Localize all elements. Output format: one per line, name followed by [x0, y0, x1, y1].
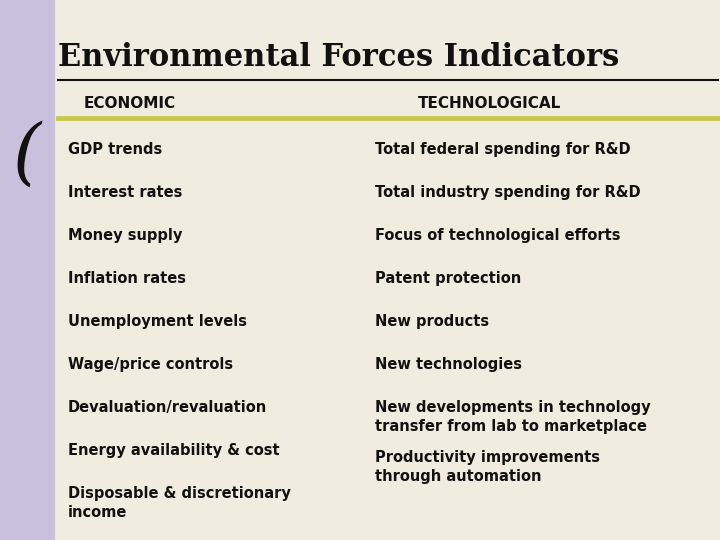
- Text: Wage/price controls: Wage/price controls: [68, 357, 233, 372]
- Text: GDP trends: GDP trends: [68, 142, 162, 157]
- Text: Devaluation/revaluation: Devaluation/revaluation: [68, 400, 267, 415]
- Text: Unemployment levels: Unemployment levels: [68, 314, 247, 329]
- Text: Productivity improvements
through automation: Productivity improvements through automa…: [375, 450, 600, 484]
- Text: Total industry spending for R&D: Total industry spending for R&D: [375, 185, 641, 200]
- Text: New technologies: New technologies: [375, 357, 522, 372]
- Text: Energy availability & cost: Energy availability & cost: [68, 443, 279, 458]
- Bar: [0, 0, 55, 540]
- Text: Environmental Forces Indicators: Environmental Forces Indicators: [58, 43, 619, 73]
- Text: ECONOMIC: ECONOMIC: [84, 96, 176, 111]
- Text: TECHNOLOGICAL: TECHNOLOGICAL: [418, 96, 562, 111]
- Text: Total federal spending for R&D: Total federal spending for R&D: [375, 142, 631, 157]
- Text: (: (: [13, 120, 41, 190]
- Text: Disposable & discretionary
income: Disposable & discretionary income: [68, 486, 291, 519]
- Text: Focus of technological efforts: Focus of technological efforts: [375, 228, 621, 243]
- Text: New developments in technology
transfer from lab to marketplace: New developments in technology transfer …: [375, 400, 651, 434]
- Text: New products: New products: [375, 314, 489, 329]
- Text: Inflation rates: Inflation rates: [68, 271, 186, 286]
- Text: Patent protection: Patent protection: [375, 271, 521, 286]
- Text: Money supply: Money supply: [68, 228, 182, 243]
- Text: Interest rates: Interest rates: [68, 185, 182, 200]
